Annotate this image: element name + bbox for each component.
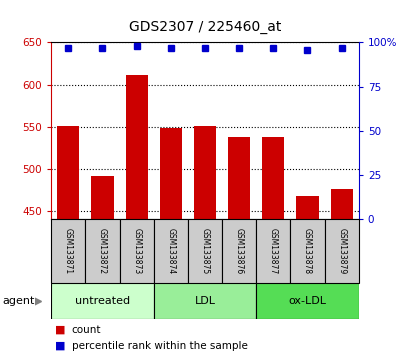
Text: GSM133876: GSM133876 [234,228,243,274]
Text: GSM133871: GSM133871 [64,228,73,274]
Bar [125,74,147,219]
FancyBboxPatch shape [153,283,256,319]
Bar [57,126,79,219]
Text: GSM133877: GSM133877 [268,228,277,274]
Bar [296,196,318,219]
FancyBboxPatch shape [153,219,187,283]
Text: GSM133878: GSM133878 [302,228,311,274]
Text: GSM133872: GSM133872 [98,228,107,274]
Text: GSM133873: GSM133873 [132,228,141,274]
FancyBboxPatch shape [187,219,222,283]
FancyBboxPatch shape [222,219,256,283]
Bar [193,126,216,219]
Text: LDL: LDL [194,296,215,306]
Text: untreated: untreated [75,296,130,306]
FancyBboxPatch shape [51,219,85,283]
FancyBboxPatch shape [85,219,119,283]
Text: ox-LDL: ox-LDL [288,296,326,306]
Text: GDS2307 / 225460_at: GDS2307 / 225460_at [128,19,281,34]
FancyBboxPatch shape [256,283,358,319]
FancyBboxPatch shape [290,219,324,283]
Text: GSM133874: GSM133874 [166,228,175,274]
Bar [160,129,182,219]
Text: count: count [72,325,101,335]
FancyBboxPatch shape [51,283,153,319]
Text: ■: ■ [55,325,66,335]
Text: percentile rank within the sample: percentile rank within the sample [72,341,247,351]
Text: agent: agent [2,296,34,306]
Bar [227,137,249,219]
FancyBboxPatch shape [119,219,153,283]
Text: GSM133875: GSM133875 [200,228,209,274]
Text: ■: ■ [55,341,66,351]
FancyBboxPatch shape [256,219,290,283]
FancyBboxPatch shape [324,219,358,283]
Bar [91,177,113,219]
Bar [330,189,352,219]
Text: GSM133879: GSM133879 [336,228,345,274]
Bar [262,137,284,219]
